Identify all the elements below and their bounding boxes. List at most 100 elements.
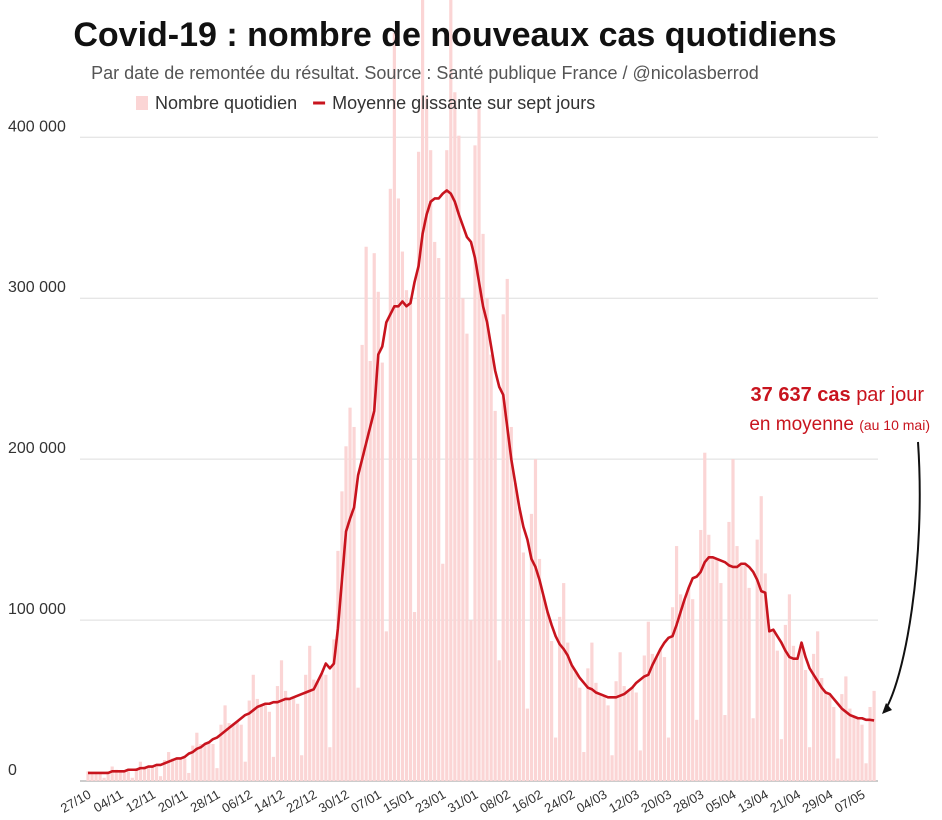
bar (820, 678, 824, 781)
y-tick-label: 100 000 (8, 601, 66, 618)
annotation-text: par jour (856, 384, 924, 406)
bar (812, 653, 816, 781)
legend-label: Moyenne glissante sur sept jours (332, 93, 595, 113)
bar (275, 686, 280, 781)
bar (674, 546, 679, 781)
annotation-text: en moyenne (749, 414, 854, 435)
bar (461, 298, 465, 781)
bar (868, 706, 872, 781)
bar (187, 772, 191, 781)
bar (566, 642, 570, 781)
bar (118, 771, 122, 781)
bar (437, 258, 441, 781)
bar (779, 739, 783, 781)
bar (122, 771, 126, 781)
bar (457, 135, 461, 781)
bar (352, 426, 356, 781)
bar (344, 446, 348, 781)
bar (695, 719, 699, 781)
bar (711, 557, 715, 781)
bar (449, 0, 453, 782)
bar (94, 772, 98, 781)
bar (146, 766, 151, 781)
bar (106, 771, 110, 781)
annotation: 37 637 cas par jour (751, 384, 925, 406)
bar (598, 694, 602, 781)
arrow-head (882, 703, 892, 714)
bar (872, 690, 876, 781)
bar (324, 674, 328, 781)
bar (356, 687, 360, 781)
bar (856, 718, 860, 781)
bar (199, 743, 203, 781)
bar (824, 692, 828, 781)
x-tick-label: 06/12 (219, 787, 255, 816)
bar (86, 771, 90, 781)
bar (670, 607, 675, 781)
bar (195, 732, 199, 781)
bar (271, 756, 276, 781)
bar (154, 766, 159, 781)
bar (630, 687, 634, 781)
bar (747, 587, 751, 781)
bar (340, 491, 344, 781)
bar (392, 32, 396, 781)
bar (638, 750, 642, 781)
bar (304, 674, 308, 781)
bar (312, 679, 316, 781)
x-tick-label: 04/11 (91, 787, 126, 816)
bar (642, 655, 646, 781)
bar (203, 743, 207, 781)
bar (807, 747, 812, 781)
bar (134, 768, 138, 781)
bar (219, 724, 223, 781)
bar (231, 724, 235, 781)
bar (320, 673, 324, 781)
x-tick-label: 07/01 (348, 787, 384, 816)
bar (368, 360, 372, 781)
x-tick-label: 12/11 (123, 787, 158, 816)
bar (771, 629, 775, 781)
y-tick-label: 400 000 (8, 118, 66, 135)
bar (162, 760, 167, 781)
x-tick-label: 31/01 (445, 787, 481, 816)
bar (586, 668, 590, 781)
bar (114, 769, 118, 781)
bar (533, 459, 538, 781)
bar (654, 657, 659, 781)
bar (683, 599, 687, 781)
bar (497, 660, 501, 781)
bar (150, 766, 155, 781)
bar (731, 459, 735, 781)
bar (247, 700, 251, 781)
y-tick-label: 0 (8, 762, 17, 779)
x-tick-label: 05/04 (703, 787, 739, 816)
legend-label: Nombre quotidien (155, 93, 297, 113)
bar (735, 546, 739, 781)
bar (517, 507, 521, 781)
bar (416, 151, 421, 781)
bar (570, 665, 574, 781)
bar (243, 761, 247, 781)
bar (848, 708, 852, 781)
bar (509, 426, 513, 781)
bar (505, 278, 509, 781)
bar (489, 354, 493, 781)
lines (88, 189, 875, 775)
bar (408, 298, 413, 781)
bar (380, 362, 384, 781)
legend: Nombre quotidien Moyenne glissante sur se… (136, 93, 595, 113)
bar (336, 550, 340, 781)
bar (291, 697, 296, 781)
bar (844, 676, 848, 781)
bar (521, 552, 525, 781)
bar (562, 583, 566, 781)
bar (594, 682, 598, 781)
bar (618, 652, 622, 781)
bar (364, 246, 368, 782)
bar (239, 724, 243, 781)
bar (316, 681, 320, 781)
x-tick-label: 21/04 (767, 787, 803, 816)
x-tick-label: 20/11 (155, 787, 190, 816)
